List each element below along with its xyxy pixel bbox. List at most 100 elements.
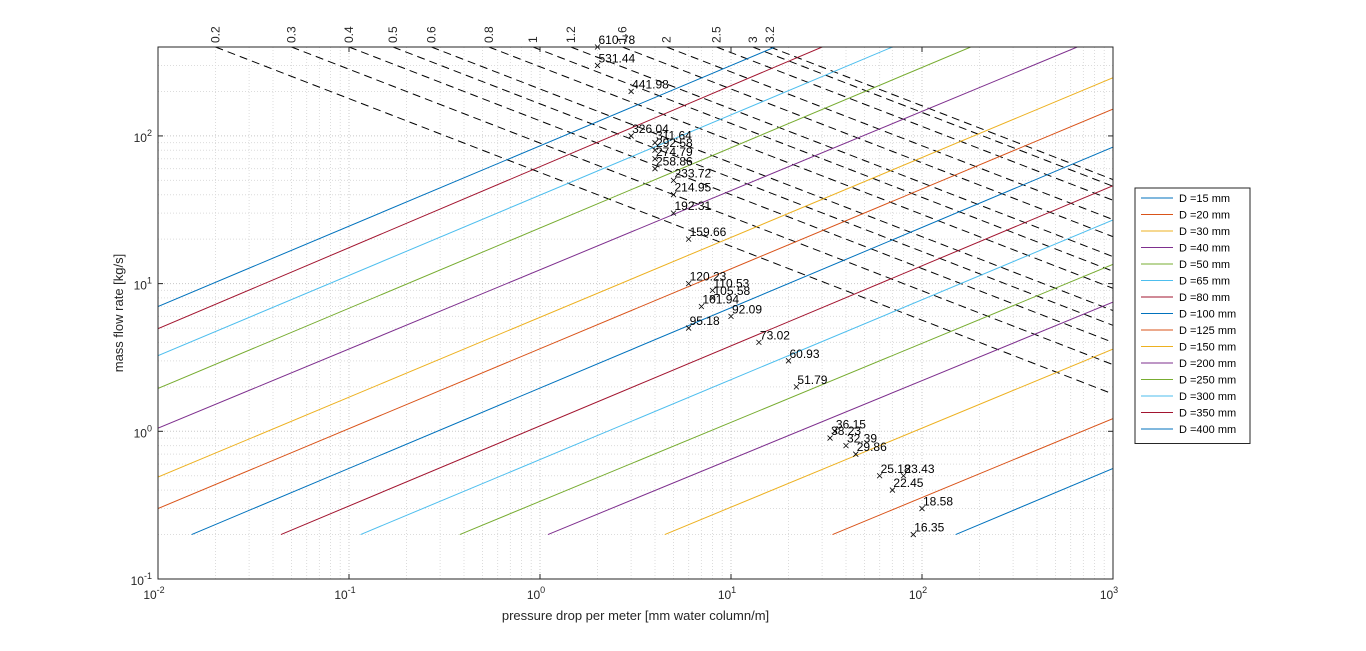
legend-label-9: D =150 mm: [1179, 342, 1236, 354]
series-line-12: [158, 47, 893, 357]
x-tick-label-0: 10-2: [143, 585, 164, 602]
point-label-22: 38.23: [831, 424, 861, 438]
legend-label-14: D =400 mm: [1179, 424, 1236, 436]
point-marker-21: [832, 428, 838, 435]
point-label-7: 258.86: [656, 155, 693, 169]
point-label-5: 292.58: [656, 136, 693, 150]
annotated-point-7: 258.86: [652, 155, 693, 172]
series-line-2: [664, 348, 1113, 536]
point-label-3: 326.04: [632, 122, 669, 136]
point-marker-5: [652, 147, 658, 154]
point-label-2: 441.98: [632, 77, 669, 91]
point-label-8: 233.72: [675, 166, 712, 180]
point-label-12: 120.23: [690, 270, 727, 284]
annotated-point-13: 110.53: [709, 276, 750, 294]
velocity-label-3: 0.5: [386, 26, 400, 43]
annotated-point-29: 16.35: [910, 521, 945, 538]
point-label-20: 51.79: [797, 373, 827, 387]
point-marker-2: [628, 88, 634, 95]
annotated-point-6: 274.79: [652, 145, 693, 162]
velocity-label-6: 1: [526, 36, 540, 43]
point-marker-8: [670, 177, 677, 184]
point-marker-25: [876, 472, 883, 479]
velocity-label-8: 1.6: [615, 26, 629, 43]
point-marker-13: [709, 287, 716, 294]
annotated-point-23: 32.39: [843, 432, 877, 449]
annotated-point-25: 25.18: [876, 462, 911, 479]
point-label-11: 159.66: [690, 225, 727, 239]
annotated-point-4: 311.64: [652, 129, 692, 146]
point-label-19: 60.93: [789, 347, 819, 361]
legend-entry-3: D =40 mm: [1141, 243, 1230, 255]
annotated-point-11: 159.66: [685, 225, 727, 242]
annotated-point-22: 38.23: [827, 424, 861, 441]
point-marker-22: [827, 435, 833, 441]
x-tick-label-4: 102: [909, 585, 927, 602]
point-marker-10: [670, 210, 677, 216]
point-marker-11: [685, 236, 692, 242]
annotated-point-5: 292.58: [652, 136, 693, 154]
annotated-point-10: 192.31: [670, 199, 712, 216]
y-tick-label-0: 10-1: [131, 571, 152, 588]
annotated-point-27: 22.45: [889, 476, 924, 493]
annotated-point-8: 233.72: [670, 166, 712, 184]
point-marker-17: [685, 325, 692, 331]
point-label-29: 16.35: [914, 521, 944, 535]
annotated-points: 610.78 531.44 441.98 326.04311.64292.58274.…: [594, 33, 953, 538]
velocity-label-9: 2: [660, 36, 674, 43]
legend-label-0: D =15 mm: [1179, 193, 1230, 205]
x-tick-label-3: 101: [718, 585, 736, 602]
point-marker-15: [698, 303, 705, 310]
series-line-4: [459, 263, 1113, 536]
legend-label-5: D =65 mm: [1179, 276, 1230, 288]
annotated-point-17: 95.18: [685, 314, 720, 331]
point-label-18: 73.02: [760, 328, 790, 342]
point-marker-7: [652, 165, 658, 172]
annotated-point-3: 326.04: [628, 122, 669, 139]
velocity-label-7: 1.2: [564, 26, 578, 43]
annotated-point-26: 23.43: [900, 462, 935, 479]
x-tick-label-5: 103: [1100, 585, 1118, 602]
point-marker-27: [889, 487, 896, 493]
series-line-3: [547, 301, 1113, 536]
point-label-23: 32.39: [847, 432, 877, 446]
legend-label-6: D =80 mm: [1179, 292, 1230, 304]
annotated-point-16: 92.09: [728, 302, 762, 320]
point-label-13: 110.53: [713, 276, 749, 290]
legend-entry-7: D =100 mm: [1141, 309, 1236, 321]
point-label-1: 531.44: [598, 51, 635, 65]
point-label-25: 25.18: [881, 462, 911, 476]
legend-entry-4: D =50 mm: [1141, 259, 1230, 271]
series-line-13: [158, 47, 823, 330]
y-tick-label-2: 101: [134, 276, 152, 293]
point-marker-16: [728, 313, 734, 320]
point-label-21: 36.15: [836, 417, 866, 431]
point-marker-9: [670, 191, 677, 198]
legend-label-8: D =125 mm: [1179, 325, 1236, 337]
point-label-17: 95.18: [690, 314, 720, 328]
annotated-point-9: 214.95: [670, 181, 712, 198]
y-axis-label: mass flow rate [kg/s]: [111, 254, 126, 372]
legend-entry-10: D =200 mm: [1141, 358, 1236, 370]
point-marker-14: [709, 295, 716, 301]
axes-box: [157, 46, 1114, 580]
series-line-10: [158, 47, 1078, 429]
point-marker-29: [910, 531, 917, 538]
annotated-point-2: 441.98: [628, 77, 669, 95]
series-lines: [158, 47, 1113, 536]
series-line-11: [158, 47, 971, 389]
legend-label-3: D =40 mm: [1179, 243, 1230, 255]
legend-entry-6: D =80 mm: [1141, 292, 1230, 304]
legend-label-4: D =50 mm: [1179, 259, 1230, 271]
point-marker-1: [594, 62, 601, 69]
point-marker-3: [628, 133, 634, 139]
point-label-9: 214.95: [675, 181, 712, 195]
legend-entry-1: D =20 mm: [1141, 210, 1230, 222]
point-marker-6: [652, 156, 658, 162]
annotated-point-15: 101.94: [698, 292, 739, 310]
legend-entry-13: D =350 mm: [1141, 408, 1236, 420]
velocity-label-0: 0.2: [208, 26, 222, 43]
annotated-point-14: 105.58: [709, 284, 751, 301]
